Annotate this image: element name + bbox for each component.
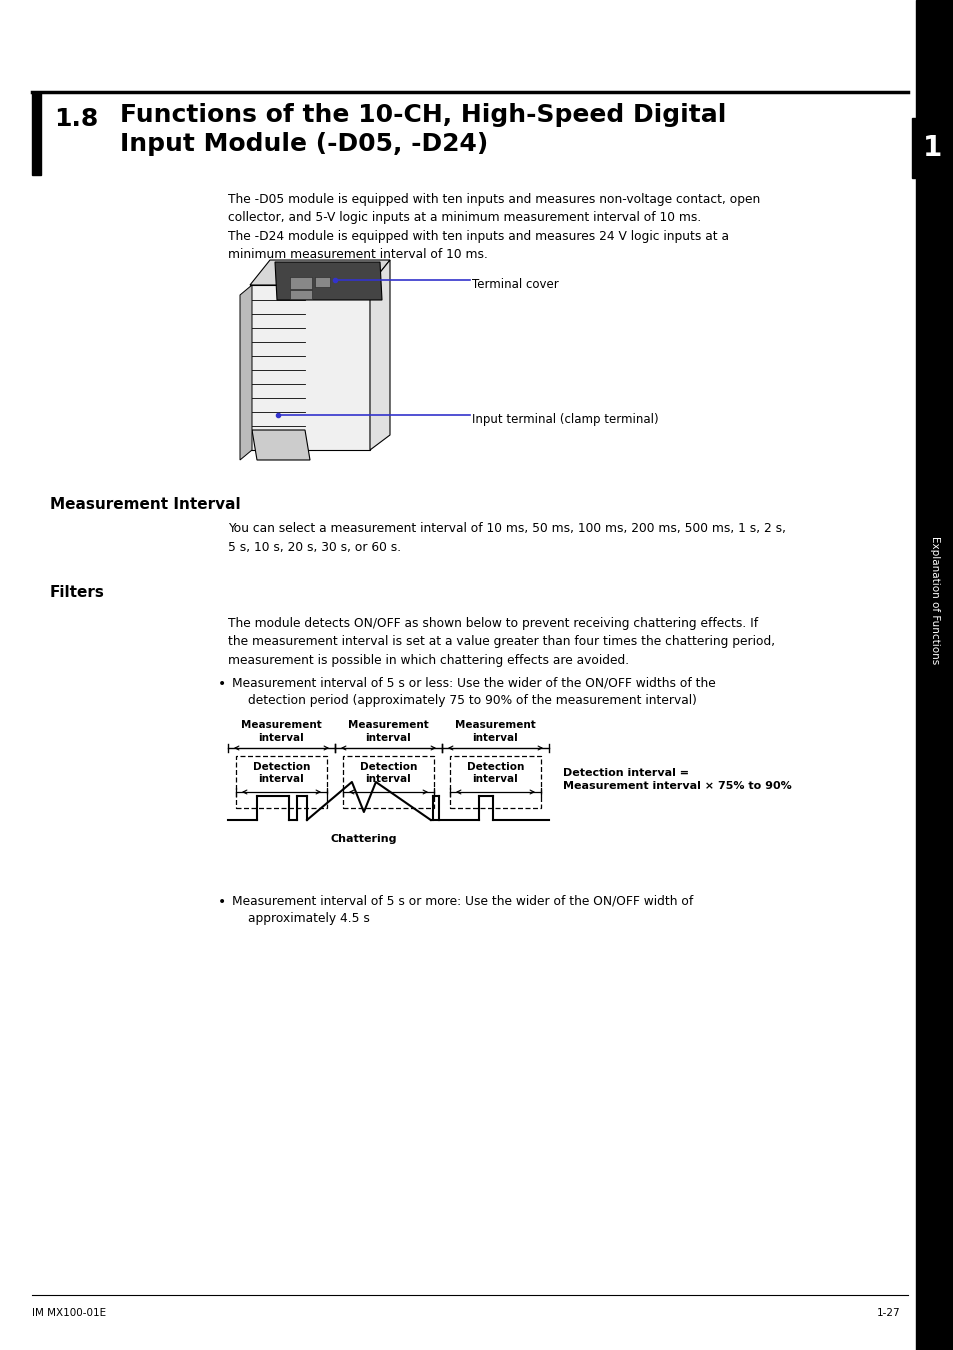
Text: Measurement interval of 5 s or more: Use the wider of the ON/OFF width of: Measurement interval of 5 s or more: Use… — [232, 895, 693, 909]
Text: Filters: Filters — [50, 585, 105, 599]
Text: Measurement Interval: Measurement Interval — [50, 497, 240, 512]
Text: 1: 1 — [923, 134, 942, 162]
Text: Explanation of Functions: Explanation of Functions — [929, 536, 939, 664]
Text: The -D05 module is equipped with ten inputs and measures non-voltage contact, op: The -D05 module is equipped with ten inp… — [228, 193, 760, 262]
Bar — [314, 277, 330, 288]
Text: interval: interval — [365, 774, 411, 784]
Text: Measurement interval of 5 s or less: Use the wider of the ON/OFF widths of the: Measurement interval of 5 s or less: Use… — [232, 676, 715, 690]
Text: IM MX100-01E: IM MX100-01E — [32, 1308, 106, 1318]
Bar — [235, 756, 327, 809]
Bar — [911, 117, 953, 178]
Text: interval: interval — [472, 774, 517, 784]
Polygon shape — [250, 261, 390, 285]
Text: •: • — [218, 895, 226, 909]
Text: Detection interval =
Measurement interval × 75% to 90%: Detection interval = Measurement interva… — [562, 768, 791, 791]
Text: Chattering: Chattering — [331, 834, 396, 844]
Text: detection period (approximately 75 to 90% of the measurement interval): detection period (approximately 75 to 90… — [248, 694, 696, 707]
Polygon shape — [274, 262, 381, 300]
Text: Detection: Detection — [253, 761, 310, 772]
Bar — [343, 756, 434, 809]
Text: Measurement: Measurement — [348, 720, 429, 730]
Text: •: • — [218, 676, 226, 691]
Text: 1.8: 1.8 — [54, 107, 98, 131]
Polygon shape — [240, 285, 252, 460]
Text: Functions of the 10-CH, High-Speed Digital
Input Module (-D05, -D24): Functions of the 10-CH, High-Speed Digit… — [120, 103, 725, 155]
Text: Detection: Detection — [466, 761, 523, 772]
Text: interval: interval — [365, 733, 411, 743]
Text: Detection: Detection — [359, 761, 416, 772]
Text: interval: interval — [258, 774, 304, 784]
Polygon shape — [252, 431, 310, 460]
Text: The module detects ON/OFF as shown below to prevent receiving chattering effects: The module detects ON/OFF as shown below… — [228, 617, 774, 667]
Bar — [450, 756, 540, 809]
Polygon shape — [370, 261, 390, 450]
Bar — [290, 290, 312, 298]
Text: Terminal cover: Terminal cover — [472, 278, 558, 290]
Bar — [32, 92, 41, 176]
Polygon shape — [250, 285, 370, 450]
Text: interval: interval — [472, 733, 517, 743]
Text: Measurement: Measurement — [241, 720, 321, 730]
Text: approximately 4.5 s: approximately 4.5 s — [248, 913, 370, 925]
Text: You can select a measurement interval of 10 ms, 50 ms, 100 ms, 200 ms, 500 ms, 1: You can select a measurement interval of… — [228, 522, 785, 554]
Text: Measurement: Measurement — [455, 720, 536, 730]
Bar — [290, 277, 312, 289]
Bar — [915, 0, 953, 1350]
Text: interval: interval — [258, 733, 304, 743]
Text: 1-27: 1-27 — [876, 1308, 899, 1318]
Text: Input terminal (clamp terminal): Input terminal (clamp terminal) — [472, 413, 658, 425]
